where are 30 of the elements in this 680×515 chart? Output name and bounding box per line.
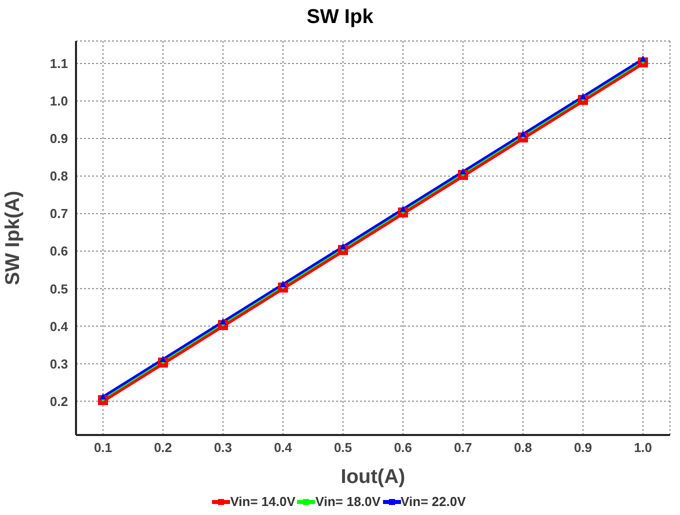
y-tick-label: 0.3 — [50, 356, 68, 372]
point — [160, 356, 166, 362]
x-tick-label: 0.9 — [574, 440, 592, 456]
y-tick-label: 0.5 — [50, 281, 68, 296]
x-tick-label: 0.8 — [514, 440, 532, 456]
x-tick-label: 1.0 — [634, 440, 652, 456]
point — [280, 280, 286, 287]
x-tick-label: 0.3 — [214, 440, 232, 456]
legend-label: Vin= 22.0V — [400, 494, 466, 509]
x-tick-label: 0.6 — [394, 440, 412, 456]
y-tick-label: 0.4 — [50, 318, 69, 334]
y-tick-label: 1.0 — [50, 94, 68, 109]
y-tick-label: 0.9 — [50, 131, 68, 146]
x-tick-label: 0.1 — [94, 440, 112, 456]
y-tick-label: 0.7 — [50, 206, 68, 222]
point — [220, 318, 226, 324]
chart-title: SW Ipk — [306, 6, 374, 29]
x-tick-label: 0.2 — [154, 440, 172, 456]
x-axis-title: Iout(A) — [340, 466, 406, 488]
y-tick-label: 0.2 — [50, 394, 68, 409]
point — [340, 243, 346, 250]
x-tick-label: 0.5 — [334, 440, 352, 456]
y-tick-label: 0.6 — [50, 244, 68, 259]
y-tick-label: 1.1 — [50, 56, 68, 72]
legend-label: Vin= 18.0V — [315, 494, 381, 509]
legend-label: Vin= 14.0V — [230, 494, 296, 509]
y-tick-label: 0.8 — [50, 168, 68, 184]
x-tick-label: 0.7 — [454, 440, 472, 456]
x-tick-label: 0.4 — [274, 440, 293, 456]
y-axis-title: SW Ipk(A) — [2, 190, 24, 286]
